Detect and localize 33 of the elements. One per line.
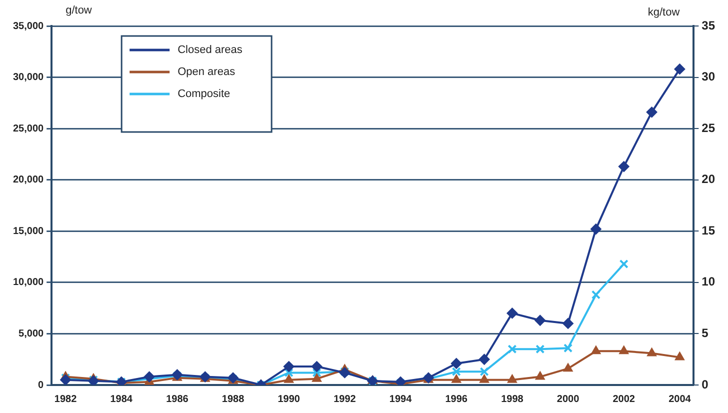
x-tick-label: 1986 (166, 394, 189, 405)
y2-axis-title: kg/tow (648, 6, 680, 19)
y-axis-title: g/tow (66, 4, 92, 17)
y2-tick-label: 0 (702, 377, 709, 392)
legend-label: Closed areas (178, 44, 243, 56)
y-tick-label: 15,000 (12, 226, 44, 237)
legend-label: Open areas (178, 66, 236, 78)
y2-tick-label: 35 (702, 18, 716, 32)
x-tick-label: 1984 (110, 394, 133, 405)
x-tick-label: 1996 (445, 394, 468, 405)
y2-tick-label: 20 (702, 172, 716, 186)
x-tick-label: 1998 (501, 394, 524, 405)
x-tick-label: 1994 (389, 394, 412, 405)
y-tick-label: 30,000 (12, 72, 44, 84)
y-tick-label: 0 (38, 380, 44, 391)
y2-tick-label: 10 (702, 274, 716, 289)
y-tick-label: 25,000 (12, 123, 44, 134)
y-tick-label: 10,000 (12, 277, 44, 288)
x-tick-label: 2002 (612, 394, 636, 405)
y2-tick-label: 15 (702, 223, 716, 238)
y-tick-label: 20,000 (12, 174, 44, 186)
y2-tick-label: 30 (702, 70, 716, 84)
y2-tick-label: 5 (702, 326, 709, 340)
x-tick-label: 1982 (54, 394, 78, 405)
x-tick-label: 2004 (668, 394, 692, 405)
y-tick-label: 35,000 (12, 20, 44, 32)
y2-tick-label: 25 (702, 120, 716, 135)
x-tick-label: 1990 (278, 394, 300, 405)
legend-label: Composite (178, 88, 230, 100)
y-tick-label: 5,000 (18, 328, 44, 340)
x-tick-label: 2000 (556, 394, 580, 405)
x-tick-label: 1988 (222, 394, 245, 405)
x-tick-label: 1992 (334, 394, 356, 405)
